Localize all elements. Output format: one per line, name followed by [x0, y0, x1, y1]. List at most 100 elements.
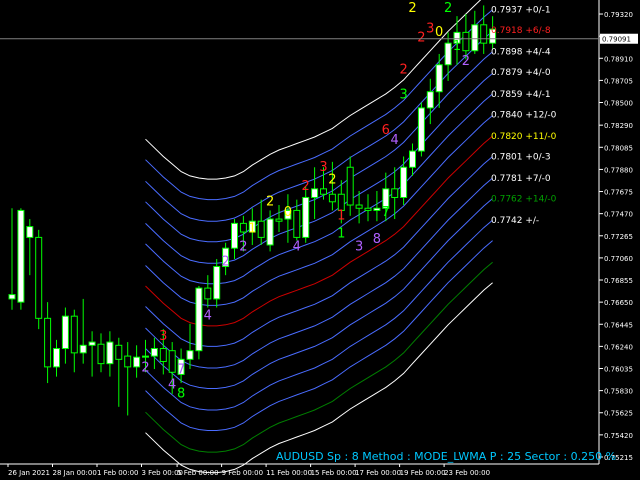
count-marker: 3: [355, 240, 363, 255]
band-level-label: 0.7898 +4/-4: [491, 48, 551, 58]
count-marker: 2: [328, 173, 336, 188]
candle-body: [222, 247, 230, 268]
candle-body: [275, 218, 283, 222]
candle-body: [231, 222, 238, 249]
band-line: [145, 93, 493, 285]
candle-body: [471, 24, 479, 52]
candle-body: [159, 348, 167, 362]
band-level-label: 0.7840 +12/-0: [491, 110, 557, 120]
price-tick-label: 0.77470: [604, 211, 633, 219]
price-tick-label: 0.75420: [604, 432, 633, 440]
candle-body: [453, 31, 461, 44]
current-price-line: 0.79091: [0, 33, 638, 44]
candle-body: [382, 188, 390, 209]
band-level-label: 0.7742 +/-: [491, 216, 539, 226]
count-marker: 3: [319, 160, 327, 175]
count-marker: 3: [159, 329, 167, 344]
candle-body: [26, 226, 34, 238]
candle-body: [177, 358, 185, 375]
count-marker: 2: [302, 179, 310, 194]
candle-body: [239, 222, 247, 233]
candle-body: [426, 91, 434, 109]
candle-body: [106, 341, 114, 365]
band-line: [145, 198, 493, 389]
current-price-label: 0.79091: [602, 36, 631, 44]
candle-body: [44, 317, 52, 368]
count-marker: 0: [284, 205, 292, 220]
band-line: [145, 135, 493, 327]
price-tick-label: 0.76855: [604, 277, 633, 285]
price-tick-label: 0.75625: [604, 410, 633, 418]
price-tick-label: 0.76445: [604, 321, 633, 329]
candle-body: [257, 220, 265, 238]
candle-body: [150, 348, 158, 357]
candle-body: [346, 166, 354, 206]
band-level-label: 0.7762 +14/-0: [491, 194, 557, 204]
time-axis[interactable]: 26 Jan 2021 28 Jan 00:00 1 Feb 00:00 3 Feb …: [0, 463, 599, 477]
band-level-label: 0.7820 +11/-0: [491, 132, 557, 142]
count-marker: 2: [444, 1, 452, 16]
candle-body: [400, 166, 408, 198]
candle-body: [302, 196, 310, 238]
count-marker: 2: [399, 63, 407, 78]
band-level-label: 0.7801 +0/-3: [491, 152, 551, 162]
candle-body: [248, 220, 256, 233]
price-tick-label: 0.75215: [604, 454, 633, 462]
count-marker: 1: [337, 227, 345, 242]
band-line: [145, 282, 493, 474]
candle-body: [97, 343, 105, 365]
candle-body: [186, 350, 194, 360]
count-marker: 2: [141, 360, 149, 375]
count-marker: 7: [177, 363, 185, 378]
candle-body: [88, 341, 96, 346]
candle-body: [204, 287, 212, 300]
price-tick-label: 0.75830: [604, 388, 633, 396]
time-tick-label: 1 Feb 00:00: [97, 469, 138, 477]
band-line: [145, 73, 493, 264]
candle-body: [435, 64, 443, 93]
candle-body: [480, 24, 488, 44]
candle-body: [444, 42, 452, 66]
count-marker: 4: [391, 133, 399, 148]
candle-body: [417, 107, 425, 152]
band-line: [145, 156, 493, 347]
candle-body: [142, 355, 149, 358]
count-marker: 2: [266, 194, 274, 209]
count-marker: 2: [239, 240, 247, 255]
candle-body: [293, 209, 301, 238]
price-tick-label: 0.78705: [604, 77, 633, 85]
band-line: [145, 9, 493, 201]
candle-body: [8, 294, 16, 300]
time-tick-label: 28 Jan 00:00: [53, 469, 97, 477]
count-marker: 4: [204, 309, 212, 324]
count-marker: 8: [373, 232, 381, 247]
band-level-label: 0.7918 +6/-8: [491, 26, 551, 36]
time-tick-label: 15 Feb 00:00: [311, 469, 357, 477]
candle-body: [391, 188, 399, 198]
time-tick-label: 11 Feb 00:00: [266, 469, 312, 477]
candles: [8, 5, 497, 416]
time-tick-label: 17 Feb 00:00: [355, 469, 401, 477]
price-tick-label: 0.77060: [604, 255, 633, 263]
candle-body: [364, 207, 372, 211]
candle-body: [17, 209, 25, 303]
band-line: [145, 115, 493, 306]
count-marker: 4: [168, 378, 176, 393]
candle-body: [462, 31, 470, 52]
candle-body: [35, 236, 43, 319]
time-tick-label: 26 Jan 2021: [8, 469, 50, 477]
candle-body: [195, 287, 203, 352]
count-marker: 0: [435, 25, 443, 40]
band-line: [145, 240, 493, 431]
time-tick-label: 19 Feb 00:00: [400, 469, 446, 477]
candle-body: [320, 188, 327, 195]
band-line: [145, 219, 493, 411]
candle-body: [79, 344, 87, 354]
price-tick-label: 0.78500: [604, 100, 633, 108]
price-tick-label: 0.76035: [604, 366, 633, 374]
band-level-labels: 0.7937 +0/-1 0.7918 +6/-8 0.7898 +4/-4 0.78…: [491, 6, 557, 226]
band-level-label: 0.7879 +4/-0: [491, 68, 551, 78]
candle-body: [133, 356, 141, 368]
